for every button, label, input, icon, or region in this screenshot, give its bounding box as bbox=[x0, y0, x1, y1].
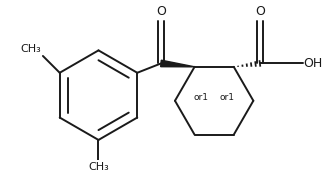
Text: O: O bbox=[156, 5, 166, 18]
Text: or1: or1 bbox=[194, 93, 209, 101]
Polygon shape bbox=[161, 60, 195, 67]
Text: O: O bbox=[255, 5, 265, 18]
Text: CH₃: CH₃ bbox=[88, 162, 109, 172]
Text: OH: OH bbox=[304, 57, 323, 70]
Text: CH₃: CH₃ bbox=[20, 44, 41, 54]
Text: or1: or1 bbox=[220, 93, 235, 101]
